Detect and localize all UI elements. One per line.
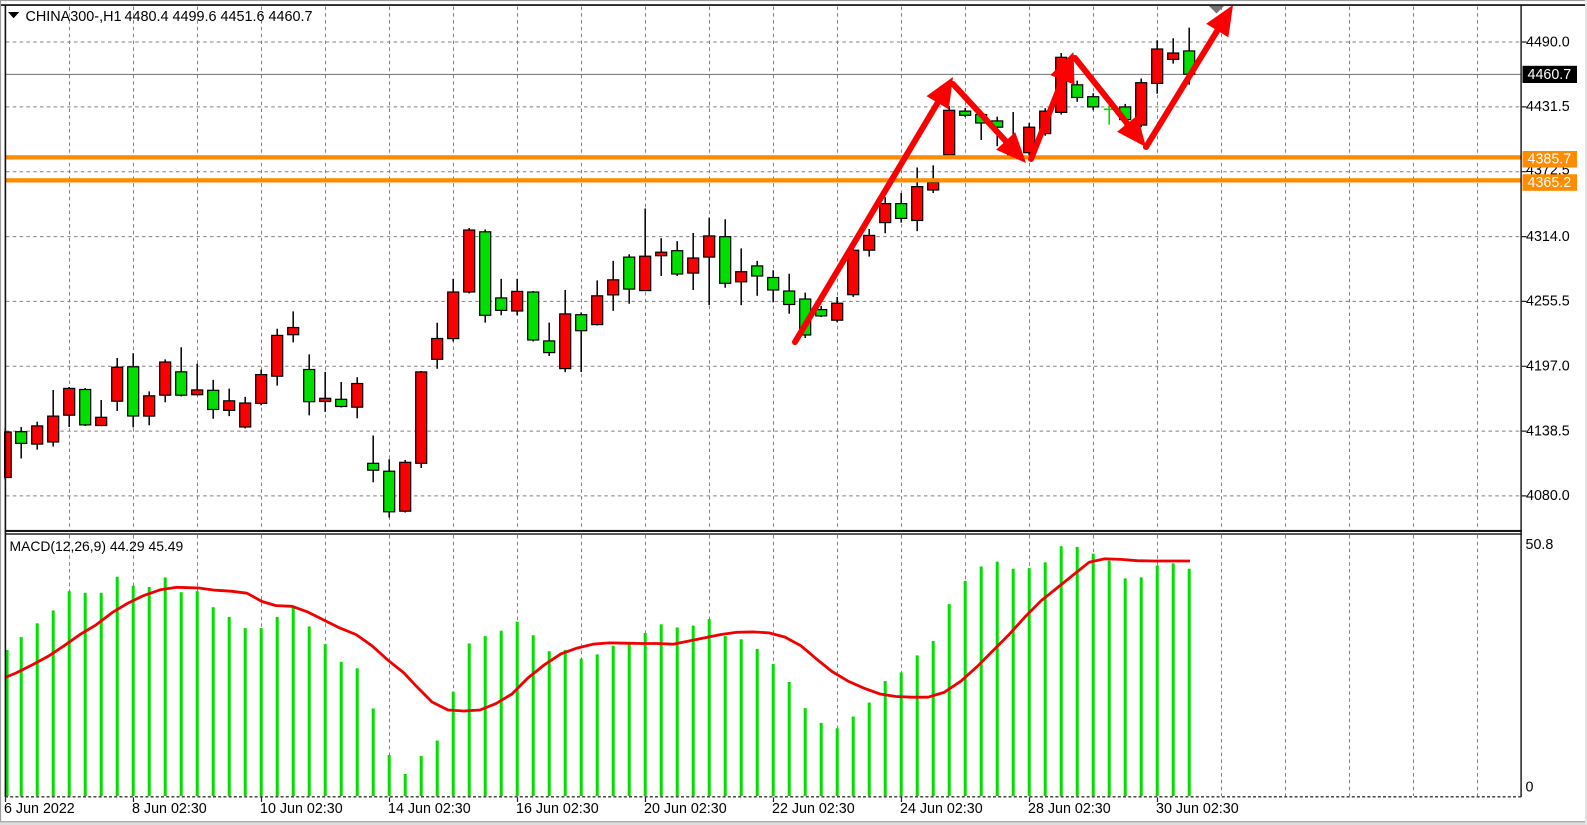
- svg-text:4480.4 4499.6 4451.6 4460.7: 4480.4 4499.6 4451.6 4460.7: [125, 9, 313, 25]
- svg-text:14 Jun 02:30: 14 Jun 02:30: [388, 801, 471, 817]
- svg-text:4431.5: 4431.5: [1526, 99, 1570, 115]
- svg-text:0: 0: [1526, 780, 1534, 796]
- svg-text:4255.5: 4255.5: [1526, 294, 1570, 310]
- svg-text:10 Jun 02:30: 10 Jun 02:30: [260, 801, 343, 817]
- svg-text:28 Jun 02:30: 28 Jun 02:30: [1028, 801, 1111, 817]
- svg-text:MACD(12,26,9) 44.29 45.49: MACD(12,26,9) 44.29 45.49: [10, 538, 184, 554]
- svg-text:30 Jun 02:30: 30 Jun 02:30: [1156, 801, 1239, 817]
- svg-text:4490.0: 4490.0: [1526, 34, 1570, 50]
- svg-text:4314.0: 4314.0: [1526, 229, 1570, 245]
- svg-text:4385.7: 4385.7: [1528, 152, 1572, 168]
- svg-text:4365.2: 4365.2: [1528, 175, 1572, 191]
- svg-text:6 Jun 2022: 6 Jun 2022: [4, 801, 75, 817]
- svg-text:4080.0: 4080.0: [1526, 488, 1570, 504]
- svg-text:24 Jun 02:30: 24 Jun 02:30: [900, 801, 983, 817]
- svg-text:22 Jun 02:30: 22 Jun 02:30: [772, 801, 855, 817]
- svg-text:4138.5: 4138.5: [1526, 423, 1570, 439]
- svg-text:50.8: 50.8: [1526, 537, 1554, 553]
- svg-text:8 Jun 02:30: 8 Jun 02:30: [132, 801, 207, 817]
- svg-text:4197.0: 4197.0: [1526, 359, 1570, 375]
- svg-text:16 Jun 02:30: 16 Jun 02:30: [516, 801, 599, 817]
- svg-text:4460.7: 4460.7: [1528, 67, 1572, 83]
- svg-text:20 Jun 02:30: 20 Jun 02:30: [644, 801, 727, 817]
- svg-text:CHINA300-,H1: CHINA300-,H1: [26, 9, 122, 25]
